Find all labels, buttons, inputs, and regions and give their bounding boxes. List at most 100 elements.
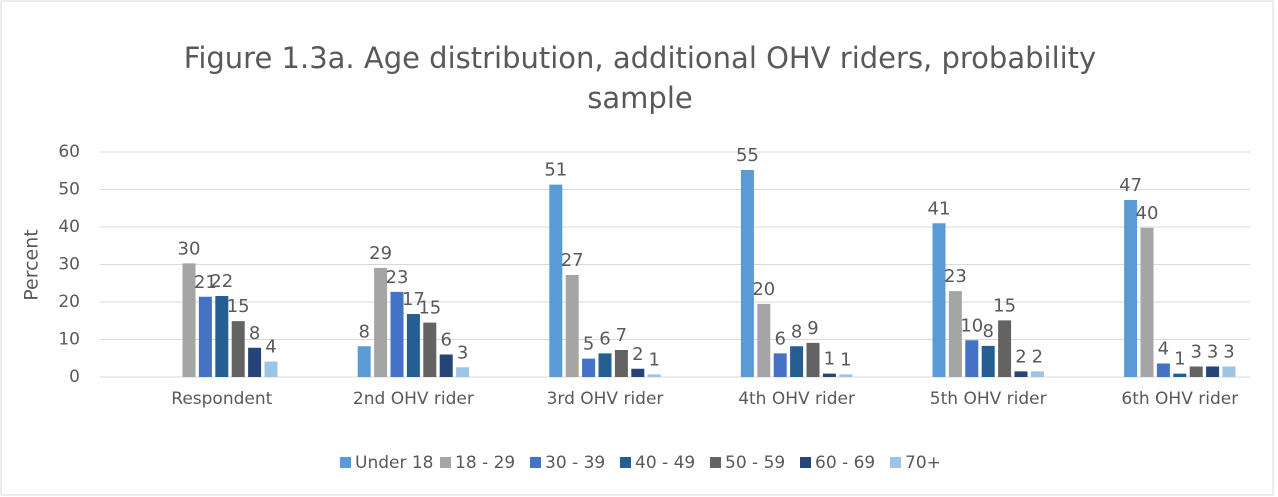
legend-swatch — [800, 457, 811, 468]
bar — [598, 353, 612, 377]
bar — [456, 367, 470, 377]
bar — [806, 342, 820, 377]
data-label: 1 — [648, 349, 659, 370]
data-label: 8 — [358, 321, 369, 342]
legend-label: 50 - 59 — [725, 453, 785, 473]
bar — [839, 374, 853, 377]
legend-swatch — [890, 457, 901, 468]
x-tick-label: 6th OHV rider — [1121, 389, 1238, 409]
bar — [1014, 371, 1028, 377]
legend-label: 18 - 29 — [455, 453, 515, 473]
y-tick-label: 50 — [58, 180, 80, 200]
bar — [264, 361, 278, 377]
data-label: 51 — [544, 160, 567, 181]
legend-swatch — [530, 457, 541, 468]
y-tick-label: 60 — [58, 142, 80, 162]
bar — [932, 223, 946, 377]
bar — [998, 320, 1012, 377]
data-label: 20 — [752, 279, 775, 300]
bar — [248, 347, 262, 377]
data-label: 1 — [824, 349, 835, 370]
data-label: 3 — [1207, 342, 1218, 363]
data-label: 17 — [402, 289, 425, 310]
data-label: 23 — [386, 267, 409, 288]
data-label: 1 — [1174, 349, 1185, 370]
x-tick-label: 4th OHV rider — [738, 389, 855, 409]
bar — [215, 296, 229, 377]
bar — [647, 374, 661, 377]
bar — [790, 346, 804, 377]
y-tick-label: 30 — [58, 255, 80, 275]
data-label: 3 — [1190, 342, 1201, 363]
x-tick-label: Respondent — [171, 389, 272, 409]
x-tick-label: 3rd OHV rider — [547, 389, 664, 409]
bar — [1189, 366, 1203, 377]
bar — [740, 170, 754, 377]
bar — [439, 354, 453, 377]
x-tick-label: 5th OHV rider — [930, 389, 1047, 409]
bar — [822, 373, 836, 377]
bar — [773, 353, 787, 377]
data-label: 4 — [265, 337, 276, 358]
bar — [631, 368, 645, 377]
bar — [374, 267, 388, 377]
bar — [549, 184, 563, 377]
data-label: 4 — [1158, 339, 1169, 360]
bar — [406, 314, 420, 377]
data-label: 3 — [457, 342, 468, 363]
chart-title: Figure 1.3a. Age distribution, additiona… — [183, 41, 1097, 115]
bar — [614, 350, 628, 377]
data-label: 15 — [418, 298, 441, 319]
data-label: 6 — [774, 328, 785, 349]
data-label: 8 — [791, 321, 802, 342]
bar — [1173, 373, 1187, 377]
data-label: 23 — [944, 266, 967, 287]
legend-swatch — [340, 457, 351, 468]
legend-swatch — [620, 457, 631, 468]
bar — [357, 346, 371, 377]
data-label: 2 — [1015, 346, 1026, 367]
data-label: 9 — [807, 318, 818, 339]
data-label: 6 — [599, 328, 610, 349]
bar — [1030, 371, 1044, 377]
bar — [1124, 200, 1138, 377]
bar — [423, 322, 437, 377]
data-label: 15 — [993, 295, 1016, 316]
bar — [1156, 363, 1170, 377]
data-label: 15 — [227, 296, 250, 317]
y-axis-label: Percent — [21, 229, 43, 301]
data-label: 22 — [210, 271, 233, 292]
data-label: 7 — [616, 325, 627, 346]
data-label: 1 — [840, 349, 851, 370]
data-label: 8 — [249, 323, 260, 344]
legend-label: Under 18 — [355, 453, 434, 473]
bar — [198, 296, 212, 377]
bar — [965, 340, 979, 377]
y-tick-label: 40 — [58, 217, 80, 237]
data-label: 47 — [1119, 175, 1142, 196]
x-tick-label: 2nd OHV rider — [353, 389, 474, 409]
data-label: 27 — [561, 250, 584, 271]
data-label: 41 — [928, 198, 951, 219]
data-label: 2 — [1032, 346, 1043, 367]
legend-label: 60 - 69 — [815, 453, 875, 473]
data-label: 3 — [1223, 342, 1234, 363]
bar — [757, 303, 771, 377]
y-tick-label: 0 — [69, 367, 80, 387]
data-label: 6 — [440, 330, 451, 351]
bar — [582, 358, 596, 377]
data-label: 40 — [1136, 203, 1159, 224]
bar — [231, 321, 245, 377]
legend-label: 40 - 49 — [635, 453, 695, 473]
legend-swatch — [710, 457, 721, 468]
data-label: 8 — [982, 321, 993, 342]
data-label: 30 — [178, 238, 201, 259]
legend-swatch — [440, 457, 451, 468]
bar — [565, 275, 579, 377]
y-tick-label: 10 — [58, 330, 80, 350]
bar — [182, 263, 196, 377]
data-label: 55 — [736, 145, 759, 166]
